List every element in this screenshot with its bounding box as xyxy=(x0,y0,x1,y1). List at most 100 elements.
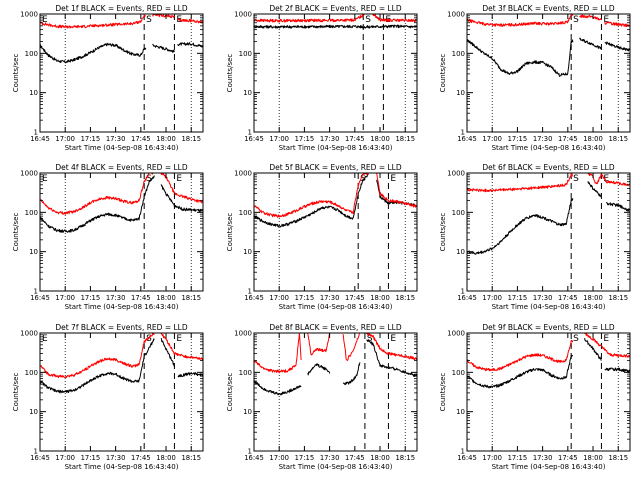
y-axis-label: Counts/sec xyxy=(439,213,447,252)
plot-frame xyxy=(39,172,204,292)
panel-title: Det 3f BLACK = Events, RED = LLD xyxy=(482,4,615,13)
x-tick-label: 17:45 xyxy=(131,135,151,143)
x-tick-label: 18:00 xyxy=(156,454,176,462)
y-tick-label: 1 xyxy=(34,448,38,456)
x-tick-label: 17:00 xyxy=(269,294,289,302)
x-tick-label: 17:00 xyxy=(55,454,75,462)
y-tick-label: 1 xyxy=(461,129,465,137)
y-tick-label: 1000 xyxy=(20,330,38,338)
y-tick-label: 1 xyxy=(461,448,465,456)
x-tick-label: 16:45 xyxy=(244,454,264,462)
x-axis-label: Start Time (04-Sep-08 16:43:40) xyxy=(279,303,393,311)
x-tick-label: 16:45 xyxy=(457,454,477,462)
x-tick-label: 18:15 xyxy=(608,454,628,462)
panel-title: Det 9f BLACK = Events, RED = LLD xyxy=(482,323,615,332)
series-line-events xyxy=(39,42,204,64)
x-tick-label: 17:15 xyxy=(295,294,315,302)
x-tick-label: 17:30 xyxy=(320,294,340,302)
series-line-events xyxy=(39,175,204,233)
y-tick-label: 1 xyxy=(34,129,38,137)
y-tick-label: 100 xyxy=(452,369,465,377)
panel-title: Det 7f BLACK = Events, RED = LLD xyxy=(55,323,188,332)
x-tick-label: 18:00 xyxy=(370,135,390,143)
x-tick-label: 18:00 xyxy=(156,135,176,143)
x-tick-label: 18:15 xyxy=(395,454,415,462)
y-tick-label: 10 xyxy=(456,89,465,97)
x-tick-label: 17:30 xyxy=(533,454,553,462)
x-axis-label: Start Time (04-Sep-08 16:43:40) xyxy=(65,463,179,471)
marker-label: E xyxy=(176,334,182,344)
x-tick-label: 17:45 xyxy=(558,294,578,302)
x-tick-label: 17:45 xyxy=(345,294,365,302)
panel-title: Det 5f BLACK = Events, RED = LLD xyxy=(269,163,402,172)
x-tick-label: 18:00 xyxy=(583,135,603,143)
x-tick-label: 17:30 xyxy=(106,135,126,143)
y-axis-label: Counts/sec xyxy=(12,213,20,252)
x-tick-label: 17:00 xyxy=(55,294,75,302)
series-line-events xyxy=(466,37,631,77)
marker-label: E xyxy=(42,15,48,25)
marker-label: E xyxy=(603,174,609,184)
y-tick-label: 100 xyxy=(25,50,38,58)
series-line-events xyxy=(253,24,418,29)
x-tick-label: 17:15 xyxy=(508,294,528,302)
series-line-lld xyxy=(466,14,631,27)
plot-frame xyxy=(466,13,631,133)
y-axis-label: Counts/sec xyxy=(226,213,234,252)
plot-frame xyxy=(253,13,418,133)
panel-6: Det 6f BLACK = Events, RED = LLD S E 1 10 100… xyxy=(439,163,631,311)
y-tick-label: 1000 xyxy=(234,330,252,338)
series-line-lld xyxy=(253,332,418,374)
panel-8: Det 8f BLACK = Events, RED = LLD S E 1 10 100… xyxy=(226,323,418,471)
y-tick-label: 1000 xyxy=(234,170,252,178)
x-tick-label: 17:15 xyxy=(508,454,528,462)
x-tick-label: 17:15 xyxy=(81,294,101,302)
y-tick-label: 10 xyxy=(243,408,252,416)
x-tick-label: 17:00 xyxy=(482,454,502,462)
x-tick-label: 17:15 xyxy=(295,454,315,462)
x-axis-label: Start Time (04-Sep-08 16:43:40) xyxy=(279,463,393,471)
y-tick-label: 100 xyxy=(25,369,38,377)
marker-label: S xyxy=(367,334,373,344)
y-tick-label: 1000 xyxy=(447,330,465,338)
x-tick-label: 18:15 xyxy=(608,135,628,143)
x-tick-label: 18:00 xyxy=(583,294,603,302)
y-axis-label: Counts/sec xyxy=(12,54,20,93)
x-tick-label: 17:30 xyxy=(320,454,340,462)
y-tick-label: 1000 xyxy=(447,170,465,178)
x-tick-label: 18:00 xyxy=(370,454,390,462)
x-tick-label: 17:30 xyxy=(106,454,126,462)
marker-label: S xyxy=(573,174,579,184)
y-tick-label: 10 xyxy=(29,408,38,416)
x-tick-label: 17:00 xyxy=(269,135,289,143)
x-tick-label: 17:30 xyxy=(533,135,553,143)
panel-4: Det 4f BLACK = Events, RED = LLD E S E 1 10 10… xyxy=(12,163,204,311)
series-line-lld xyxy=(466,172,631,193)
x-axis-label: Start Time (04-Sep-08 16:43:40) xyxy=(492,303,606,311)
x-tick-label: 18:15 xyxy=(395,294,415,302)
series-line-lld xyxy=(39,332,204,379)
x-tick-label: 18:15 xyxy=(608,294,628,302)
plot-frame xyxy=(253,172,418,292)
x-tick-label: 18:15 xyxy=(395,135,415,143)
y-tick-label: 1000 xyxy=(20,170,38,178)
marker-label: E xyxy=(390,334,396,344)
y-tick-label: 100 xyxy=(239,369,252,377)
panel-3: Det 3f BLACK = Events, RED = LLD S E 1 10 100… xyxy=(439,4,631,152)
series-line-lld xyxy=(39,13,204,29)
y-tick-label: 10 xyxy=(456,248,465,256)
series-line-lld xyxy=(253,172,418,218)
x-tick-label: 17:30 xyxy=(320,135,340,143)
x-axis-label: Start Time (04-Sep-08 16:43:40) xyxy=(279,144,393,152)
y-tick-label: 1 xyxy=(248,129,252,137)
plot-frame xyxy=(466,172,631,292)
panel-title: Det 2f BLACK = Events, RED = LLD xyxy=(269,4,402,13)
x-tick-label: 17:30 xyxy=(106,294,126,302)
y-tick-label: 1 xyxy=(248,448,252,456)
y-axis-label: Counts/sec xyxy=(439,54,447,93)
marker-label: S xyxy=(573,334,579,344)
